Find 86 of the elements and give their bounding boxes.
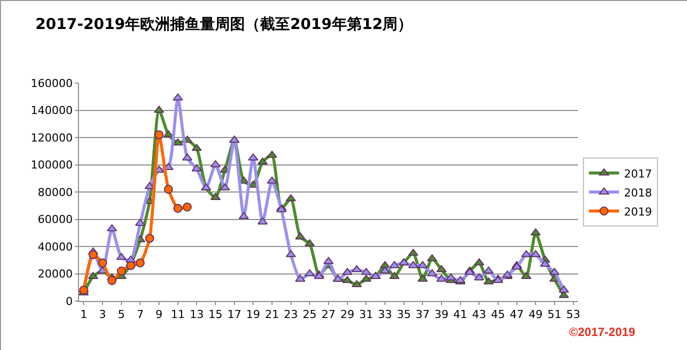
- x-tick-label: 47: [510, 308, 524, 322]
- x-tick-label: 53: [566, 308, 580, 322]
- y-tick-label: 160000: [30, 76, 73, 90]
- y-tick-label: 100000: [30, 158, 73, 172]
- point: [408, 248, 418, 256]
- x-tick-label: 15: [208, 308, 223, 322]
- point: [173, 204, 182, 213]
- legend-label: 2017: [624, 167, 652, 180]
- x-tick-label: 39: [434, 308, 448, 322]
- point: [286, 194, 296, 202]
- x-tick-label: 17: [227, 308, 242, 322]
- point: [474, 258, 484, 266]
- point: [342, 276, 352, 284]
- point: [361, 274, 372, 282]
- point: [418, 274, 428, 282]
- point: [164, 184, 173, 194]
- point: [352, 265, 362, 272]
- legend-label: 2019: [624, 205, 652, 218]
- x-tick-label: 49: [528, 308, 543, 322]
- x-tick-label: 3: [99, 308, 106, 322]
- point: [107, 276, 116, 286]
- x-tick-label: 31: [359, 308, 374, 322]
- x-tick-label: 35: [396, 308, 411, 322]
- point: [154, 130, 164, 140]
- point: [530, 228, 541, 236]
- y-tick-label: 140000: [30, 104, 73, 118]
- point: [474, 273, 484, 280]
- x-tick-label: 43: [472, 308, 486, 322]
- point: [408, 261, 418, 268]
- point: [136, 258, 145, 268]
- y-tick-label: 40000: [38, 240, 73, 254]
- x-tick-label: 11: [170, 308, 185, 322]
- y-tick-label: 80000: [38, 186, 73, 199]
- point: [521, 272, 532, 279]
- point: [182, 202, 192, 212]
- point: [521, 250, 532, 258]
- y-tick-label: 20000: [38, 268, 73, 281]
- point: [145, 234, 154, 243]
- point: [295, 274, 306, 282]
- point: [182, 153, 192, 160]
- y-tick-label: 120000: [30, 131, 73, 144]
- x-tick-label: 21: [265, 308, 280, 322]
- point: [172, 138, 183, 146]
- point: [342, 268, 352, 275]
- point: [295, 232, 306, 240]
- x-tick-label: 19: [246, 308, 260, 322]
- x-tick-label: 45: [490, 308, 505, 322]
- text: ©2017-2019: [569, 325, 636, 339]
- x-tick-label: 7: [136, 308, 144, 322]
- x-tick-label: 25: [302, 308, 317, 322]
- point: [238, 212, 249, 220]
- point: [88, 250, 98, 260]
- point: [304, 269, 315, 276]
- x-tick-label: 41: [453, 308, 468, 322]
- point: [135, 218, 146, 226]
- legend-label: 2018: [624, 186, 652, 200]
- point: [126, 261, 136, 270]
- point: [88, 272, 98, 279]
- x-tick-label: 1: [80, 308, 88, 322]
- point: [248, 153, 258, 160]
- point: [530, 250, 541, 258]
- x-tick-label: 29: [340, 308, 354, 322]
- x-tick-label: 37: [416, 308, 430, 322]
- point: [558, 291, 569, 298]
- x-tick-label: 33: [378, 308, 392, 322]
- point: [286, 250, 296, 258]
- point: [192, 144, 202, 151]
- x-tick-label: 51: [547, 308, 562, 322]
- point: [172, 93, 183, 100]
- chart-title: 2017-2019年欧洲捕鱼量周图（截至2019年第12周）: [35, 15, 413, 33]
- point: [558, 286, 569, 293]
- point: [98, 258, 108, 268]
- y-tick-label: 60000: [38, 213, 73, 226]
- point: [116, 266, 126, 276]
- x-tick-label: 9: [156, 308, 163, 322]
- x-tick-label: 5: [118, 308, 125, 322]
- x-tick-label: 23: [284, 308, 298, 322]
- x-tick-label: 27: [322, 308, 336, 322]
- point: [361, 268, 372, 275]
- point: [418, 261, 428, 268]
- point: [116, 252, 126, 260]
- point: [304, 239, 315, 246]
- x-tick-label: 13: [190, 308, 204, 322]
- y-tick-label: 0: [66, 294, 73, 308]
- point: [352, 280, 362, 288]
- point: [192, 164, 202, 172]
